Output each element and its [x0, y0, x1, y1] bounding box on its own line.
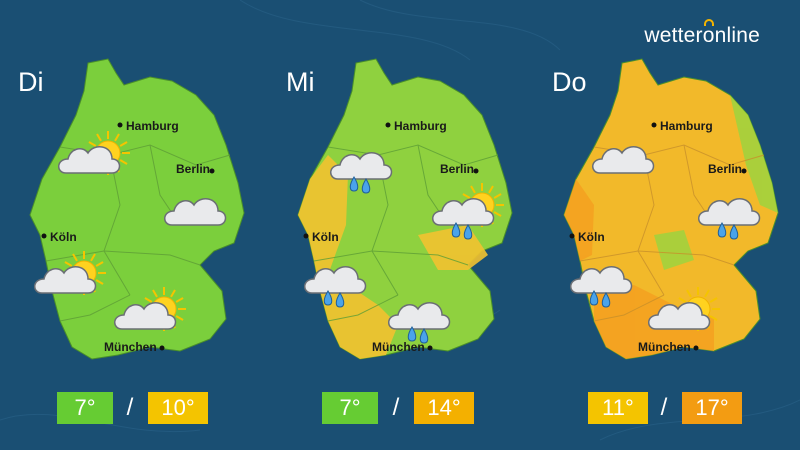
max-temp: 17°: [682, 392, 742, 424]
warm-zone: [298, 155, 488, 359]
svg-text:Köln: Köln: [578, 230, 605, 244]
cloud-icon: [698, 198, 761, 226]
city-koeln: Köln: [569, 230, 605, 244]
max-temp: 10°: [148, 392, 208, 424]
cloud-icon: [648, 302, 711, 330]
svg-text:Hamburg: Hamburg: [394, 119, 447, 133]
cloud-icon: [164, 198, 227, 226]
raindrop-icon: [589, 290, 599, 306]
svg-text:Berlin: Berlin: [708, 162, 742, 176]
weather-icon-4: [388, 302, 451, 344]
city-hamburg: Hamburg: [117, 119, 179, 133]
cloud-icon: [304, 266, 367, 294]
city-muenchen: München: [104, 340, 165, 354]
city-koeln: Köln: [303, 230, 339, 244]
svg-text:Hamburg: Hamburg: [660, 119, 713, 133]
weather-icon-2: [432, 183, 504, 240]
weather-icon-1: [58, 131, 130, 175]
raindrop-icon: [717, 222, 727, 238]
city-muenchen: München: [638, 340, 699, 354]
day-label: Mi: [286, 67, 315, 97]
raindrop-icon: [601, 292, 611, 308]
weather-icon-3: [304, 266, 367, 308]
cloud-icon: [432, 198, 495, 226]
forecast-panel-tuesday: Hamburg Berlin Köln München Di 7° / 10°: [0, 55, 266, 450]
weather-icon-2: [164, 198, 227, 226]
temp-separator: /: [660, 394, 668, 421]
weather-icon-4: [114, 287, 186, 331]
germany-map-thursday: Hamburg Berlin Köln München: [563, 58, 779, 360]
svg-text:München: München: [638, 340, 691, 354]
forecast-panel-wednesday: Hamburg Berlin Köln München Mi 7° / 14°: [268, 55, 534, 450]
cloud-icon: [114, 302, 177, 330]
raindrop-icon: [323, 290, 333, 306]
cloud-icon: [570, 266, 633, 294]
svg-text:Köln: Köln: [50, 230, 77, 244]
svg-text:Berlin: Berlin: [440, 162, 474, 176]
svg-text:München: München: [104, 340, 157, 354]
cloud-icon: [58, 146, 121, 174]
weather-icon-4: [648, 287, 720, 331]
min-temp: 11°: [588, 392, 648, 424]
temp-separator: /: [126, 394, 134, 421]
min-temp: 7°: [57, 392, 113, 424]
raindrop-icon: [407, 326, 417, 342]
day-label: Di: [18, 67, 44, 97]
weather-icon-3: [34, 251, 106, 295]
city-berlin: Berlin: [708, 162, 747, 176]
raindrop-icon: [419, 328, 429, 344]
weather-icon-2: [698, 198, 761, 240]
raindrop-icon: [361, 178, 371, 194]
cloud-icon: [34, 266, 97, 294]
temperature-range: 7° / 10°: [0, 392, 266, 424]
svg-text:Hamburg: Hamburg: [126, 119, 179, 133]
cloud-icon: [592, 146, 655, 174]
svg-text:Berlin: Berlin: [176, 162, 210, 176]
raindrop-icon: [729, 224, 739, 240]
raindrop-icon: [463, 224, 473, 240]
brand-logo: wetteronline: [644, 19, 760, 47]
germany-map-tuesday: Hamburg Berlin Köln München: [29, 58, 245, 360]
cloud-icon: [388, 302, 451, 330]
temperature-range: 11° / 17°: [534, 392, 800, 424]
city-muenchen: München: [372, 340, 433, 354]
temp-separator: /: [392, 394, 400, 421]
city-berlin: Berlin: [440, 162, 479, 176]
raindrop-icon: [335, 292, 345, 308]
svg-text:Köln: Köln: [312, 230, 339, 244]
max-temp: 14°: [414, 392, 474, 424]
cloud-icon: [330, 152, 393, 180]
raindrop-icon: [349, 176, 359, 192]
germany-map-wednesday: Hamburg Berlin Köln München: [297, 58, 513, 360]
city-koeln: Köln: [41, 230, 77, 244]
weather-icon-1: [330, 152, 393, 194]
weather-icon-3: [570, 266, 633, 308]
forecast-panel-thursday: Hamburg Berlin Köln München Do 11° / 17°: [534, 55, 800, 450]
min-temp: 7°: [322, 392, 378, 424]
city-berlin: Berlin: [176, 162, 215, 176]
city-hamburg: Hamburg: [385, 119, 447, 133]
city-hamburg: Hamburg: [651, 119, 713, 133]
weather-icon-1: [592, 146, 655, 174]
raindrop-icon: [451, 222, 461, 238]
day-label: Do: [552, 67, 587, 97]
cool-zone: [654, 95, 778, 270]
svg-text:München: München: [372, 340, 425, 354]
temperature-range: 7° / 14°: [268, 392, 534, 424]
